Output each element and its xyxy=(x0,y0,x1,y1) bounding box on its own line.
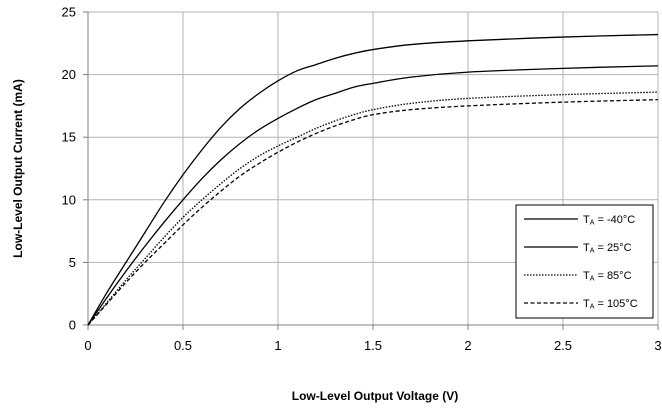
series-line-1 xyxy=(87,33,659,326)
x-axis-title: Low-Level Output Voltage (V) xyxy=(292,389,458,403)
y-tick-label: 20 xyxy=(62,67,76,82)
x-tick-label: 3 xyxy=(654,338,661,353)
grid xyxy=(88,11,659,325)
x-tick-label: 2 xyxy=(464,338,471,353)
series-line-2 xyxy=(87,65,659,326)
legend-label-4: TA = 105°C xyxy=(583,298,638,311)
x-tick-label: 1.5 xyxy=(364,338,382,353)
legend-box xyxy=(515,204,654,319)
x-tick-label: 0 xyxy=(84,338,91,353)
axes xyxy=(83,11,659,330)
y-tick-label: 10 xyxy=(62,192,76,207)
y-tick-label: 15 xyxy=(62,130,76,145)
y-axis-title: Low-Level Output Current (mA) xyxy=(11,79,25,258)
legend-label-1: TA = -40°C xyxy=(583,214,635,227)
legend: TA = -40°C TA = 25°C TA = 85°C TA = 105°C xyxy=(515,204,654,319)
y-tick-label: 5 xyxy=(69,255,76,270)
x-tick-label: 2.5 xyxy=(554,338,572,353)
legend-label-3: TA = 85°C xyxy=(583,270,632,283)
legend-label-2: TA = 25°C xyxy=(583,242,632,255)
y-tick-label: 25 xyxy=(62,5,76,20)
tick-labels: 0 0.5 1 1.5 2 2.5 3 0 5 10 15 20 25 xyxy=(62,5,662,354)
x-tick-label: 1 xyxy=(274,338,281,353)
series-group xyxy=(87,33,659,326)
y-tick-label: 0 xyxy=(69,318,76,333)
x-tick-label: 0.5 xyxy=(174,338,192,353)
